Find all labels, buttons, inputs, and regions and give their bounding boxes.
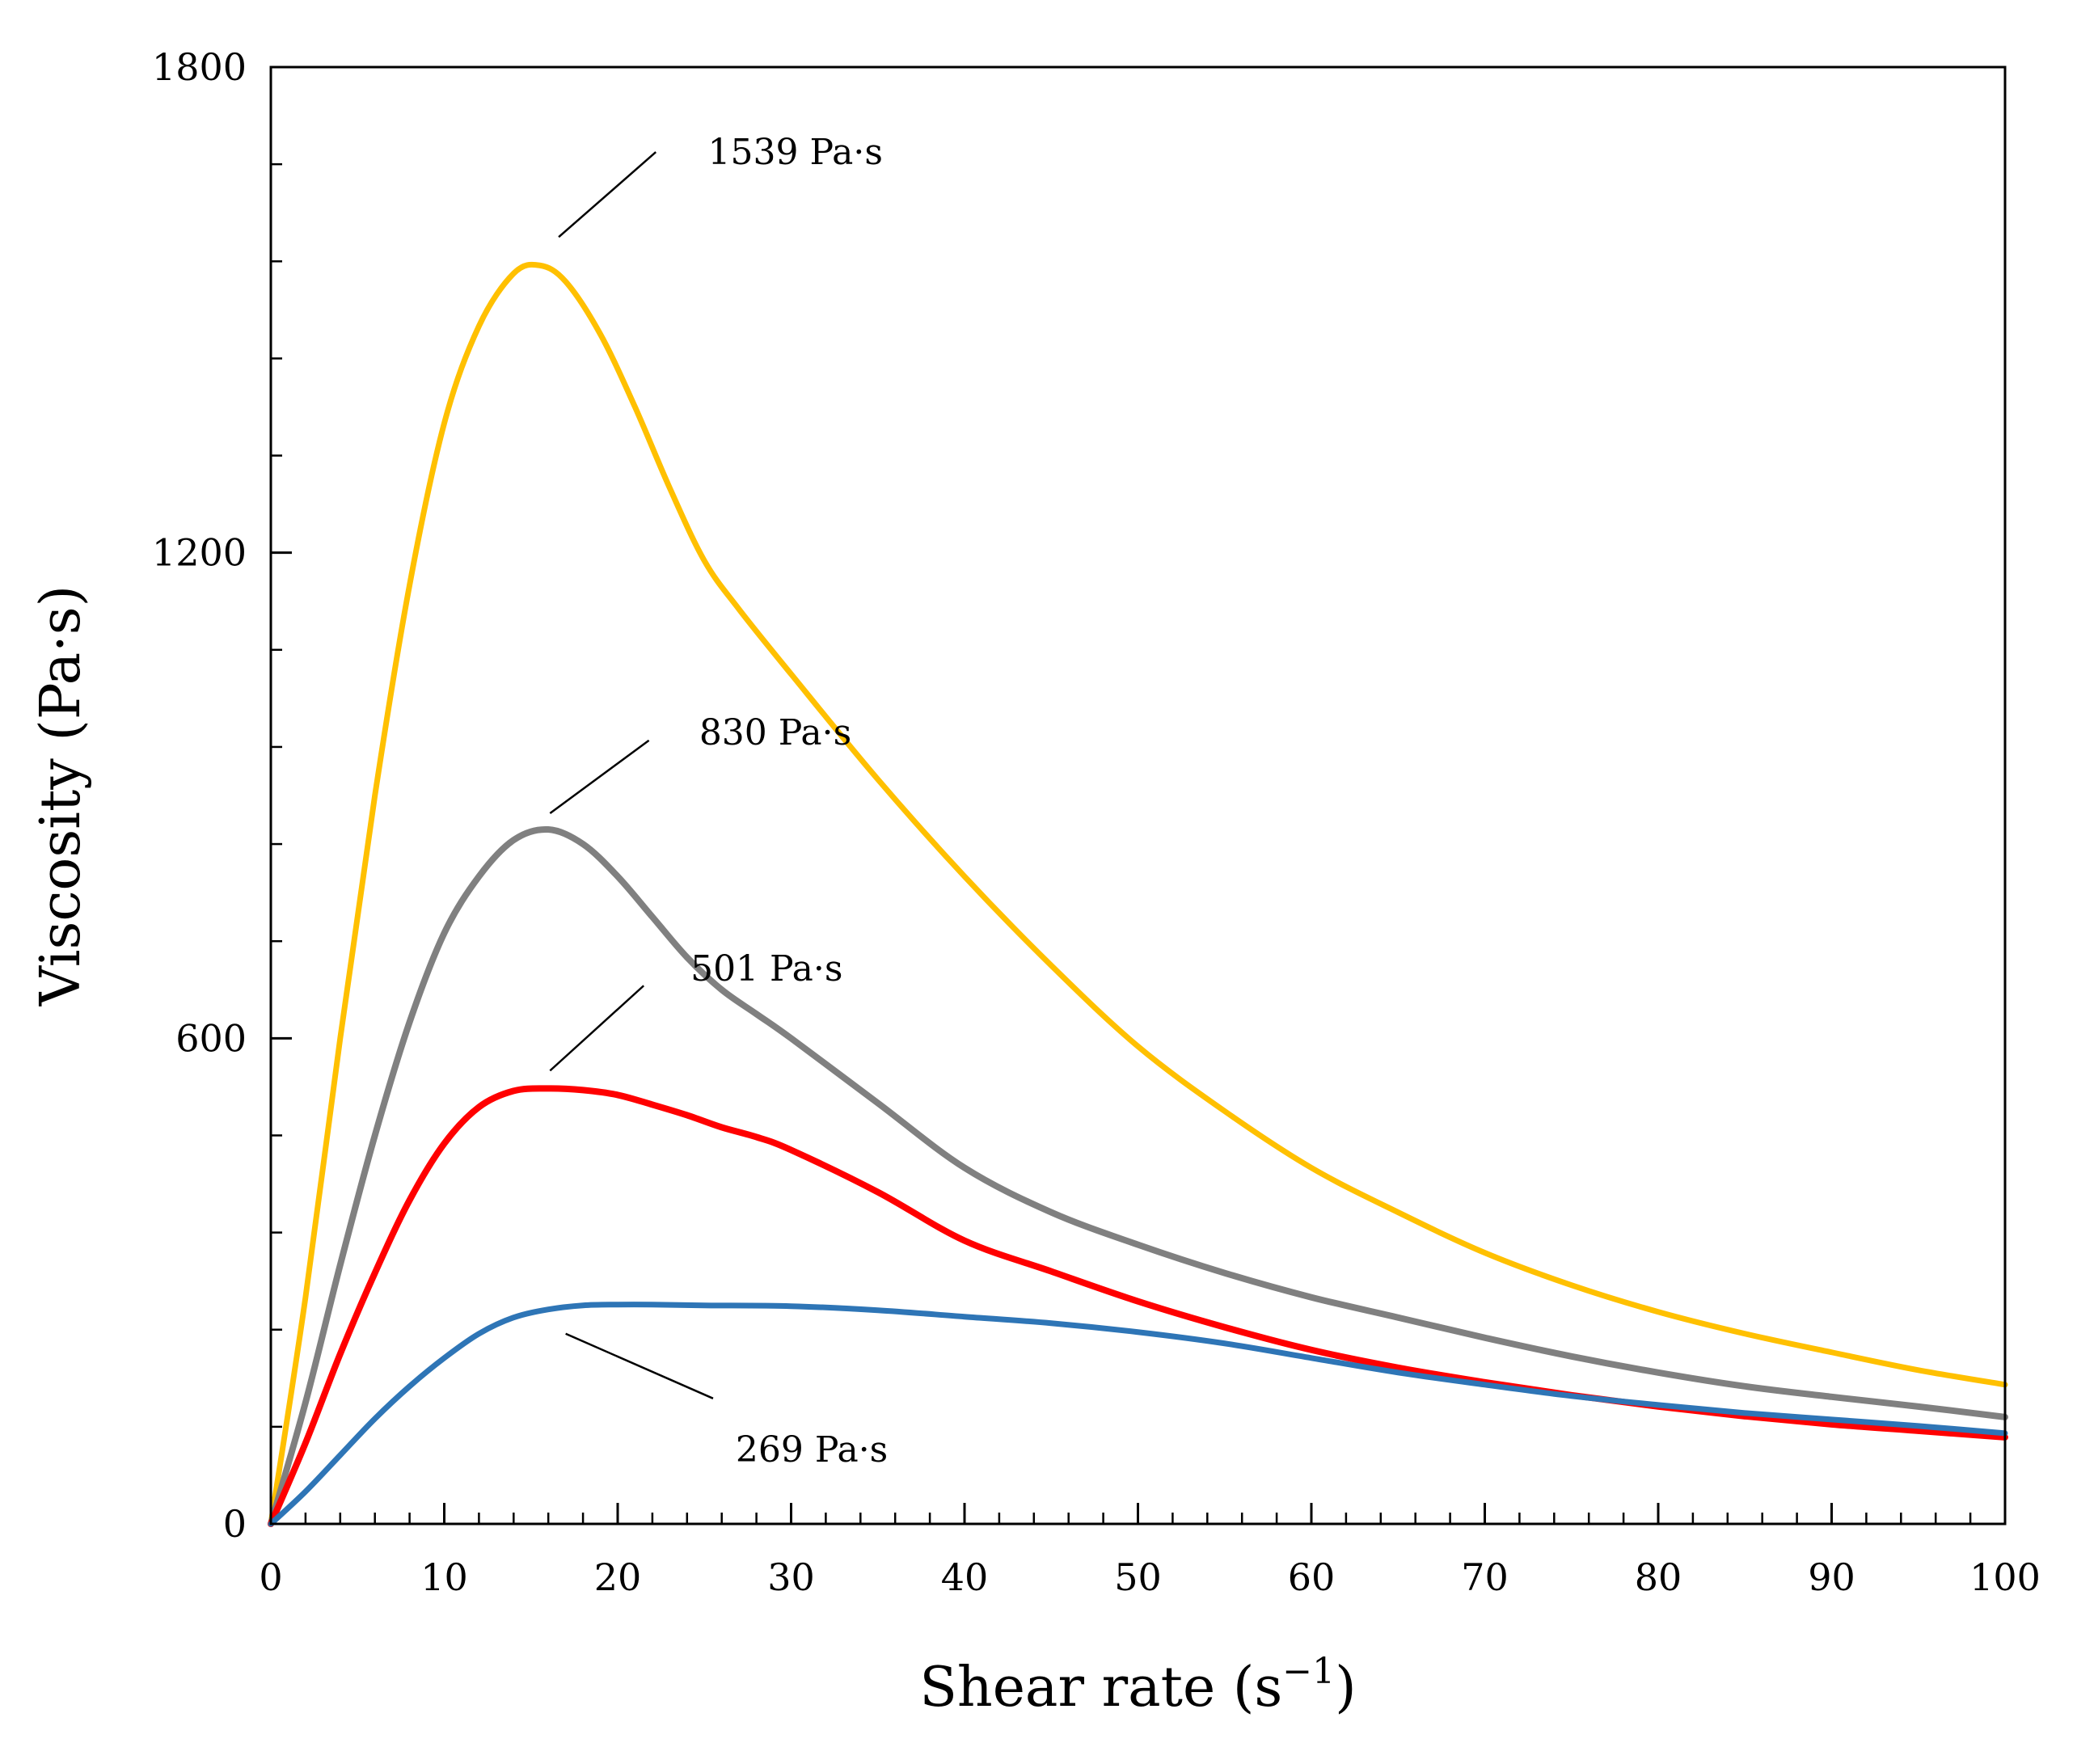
x-axis-title-superscript: −1: [1282, 1651, 1335, 1692]
annotation-label: 830 Pa·s: [699, 712, 851, 753]
series-line-830: [268, 825, 2008, 1527]
annotation-leader-line: [549, 739, 650, 815]
series-line-501: [268, 1085, 2008, 1527]
annotation-leader-line: [558, 151, 657, 238]
x-tick-label: 0: [259, 1555, 282, 1599]
annotation-leader-line: [565, 1332, 714, 1399]
x-tick-label: 50: [1114, 1555, 1162, 1599]
x-tick-label: 40: [941, 1555, 989, 1599]
y-tick-label: 1200: [152, 531, 247, 575]
x-axis-title-main: Shear rate (s: [919, 1656, 1282, 1720]
x-axis-title-end: ): [1335, 1656, 1357, 1720]
ticks-layer: 0 10 20 30 40 50 60 70 80 90 100 0 600 1200 1800: [152, 45, 2041, 1599]
series-line-269: [268, 1302, 2008, 1527]
x-tick-label: 30: [767, 1555, 815, 1599]
y-tick-label: 600: [175, 1016, 247, 1060]
series-line-1539: [268, 261, 2008, 1527]
x-tick-label: 20: [594, 1555, 642, 1599]
plot-frame: [269, 65, 2007, 1526]
x-axis-title: Shear rate (s−1): [919, 1651, 1356, 1720]
x-tick-label: 80: [1635, 1555, 1682, 1599]
x-tick-label: 70: [1461, 1555, 1509, 1599]
x-tick-label: 60: [1288, 1555, 1336, 1599]
annotation-label: 269 Pa·s: [736, 1429, 888, 1471]
x-tick-label: 10: [420, 1555, 468, 1599]
annotation-layer: 1539 Pa·s 830 Pa·s 501 Pa·s 269 Pa·s: [549, 132, 888, 1471]
y-axis-title: Viscosity (Pa·s): [29, 585, 93, 1006]
x-tick-label: 90: [1808, 1555, 1855, 1599]
y-tick-label: 1800: [152, 45, 247, 89]
y-tick-label: 0: [223, 1502, 247, 1546]
annotation-leader-line: [549, 985, 645, 1072]
series-layer: [268, 261, 2008, 1527]
annotation-label: 501 Pa·s: [690, 948, 842, 990]
x-tick-label: 100: [1969, 1555, 2041, 1599]
annotation-label: 1539 Pa·s: [708, 132, 883, 173]
